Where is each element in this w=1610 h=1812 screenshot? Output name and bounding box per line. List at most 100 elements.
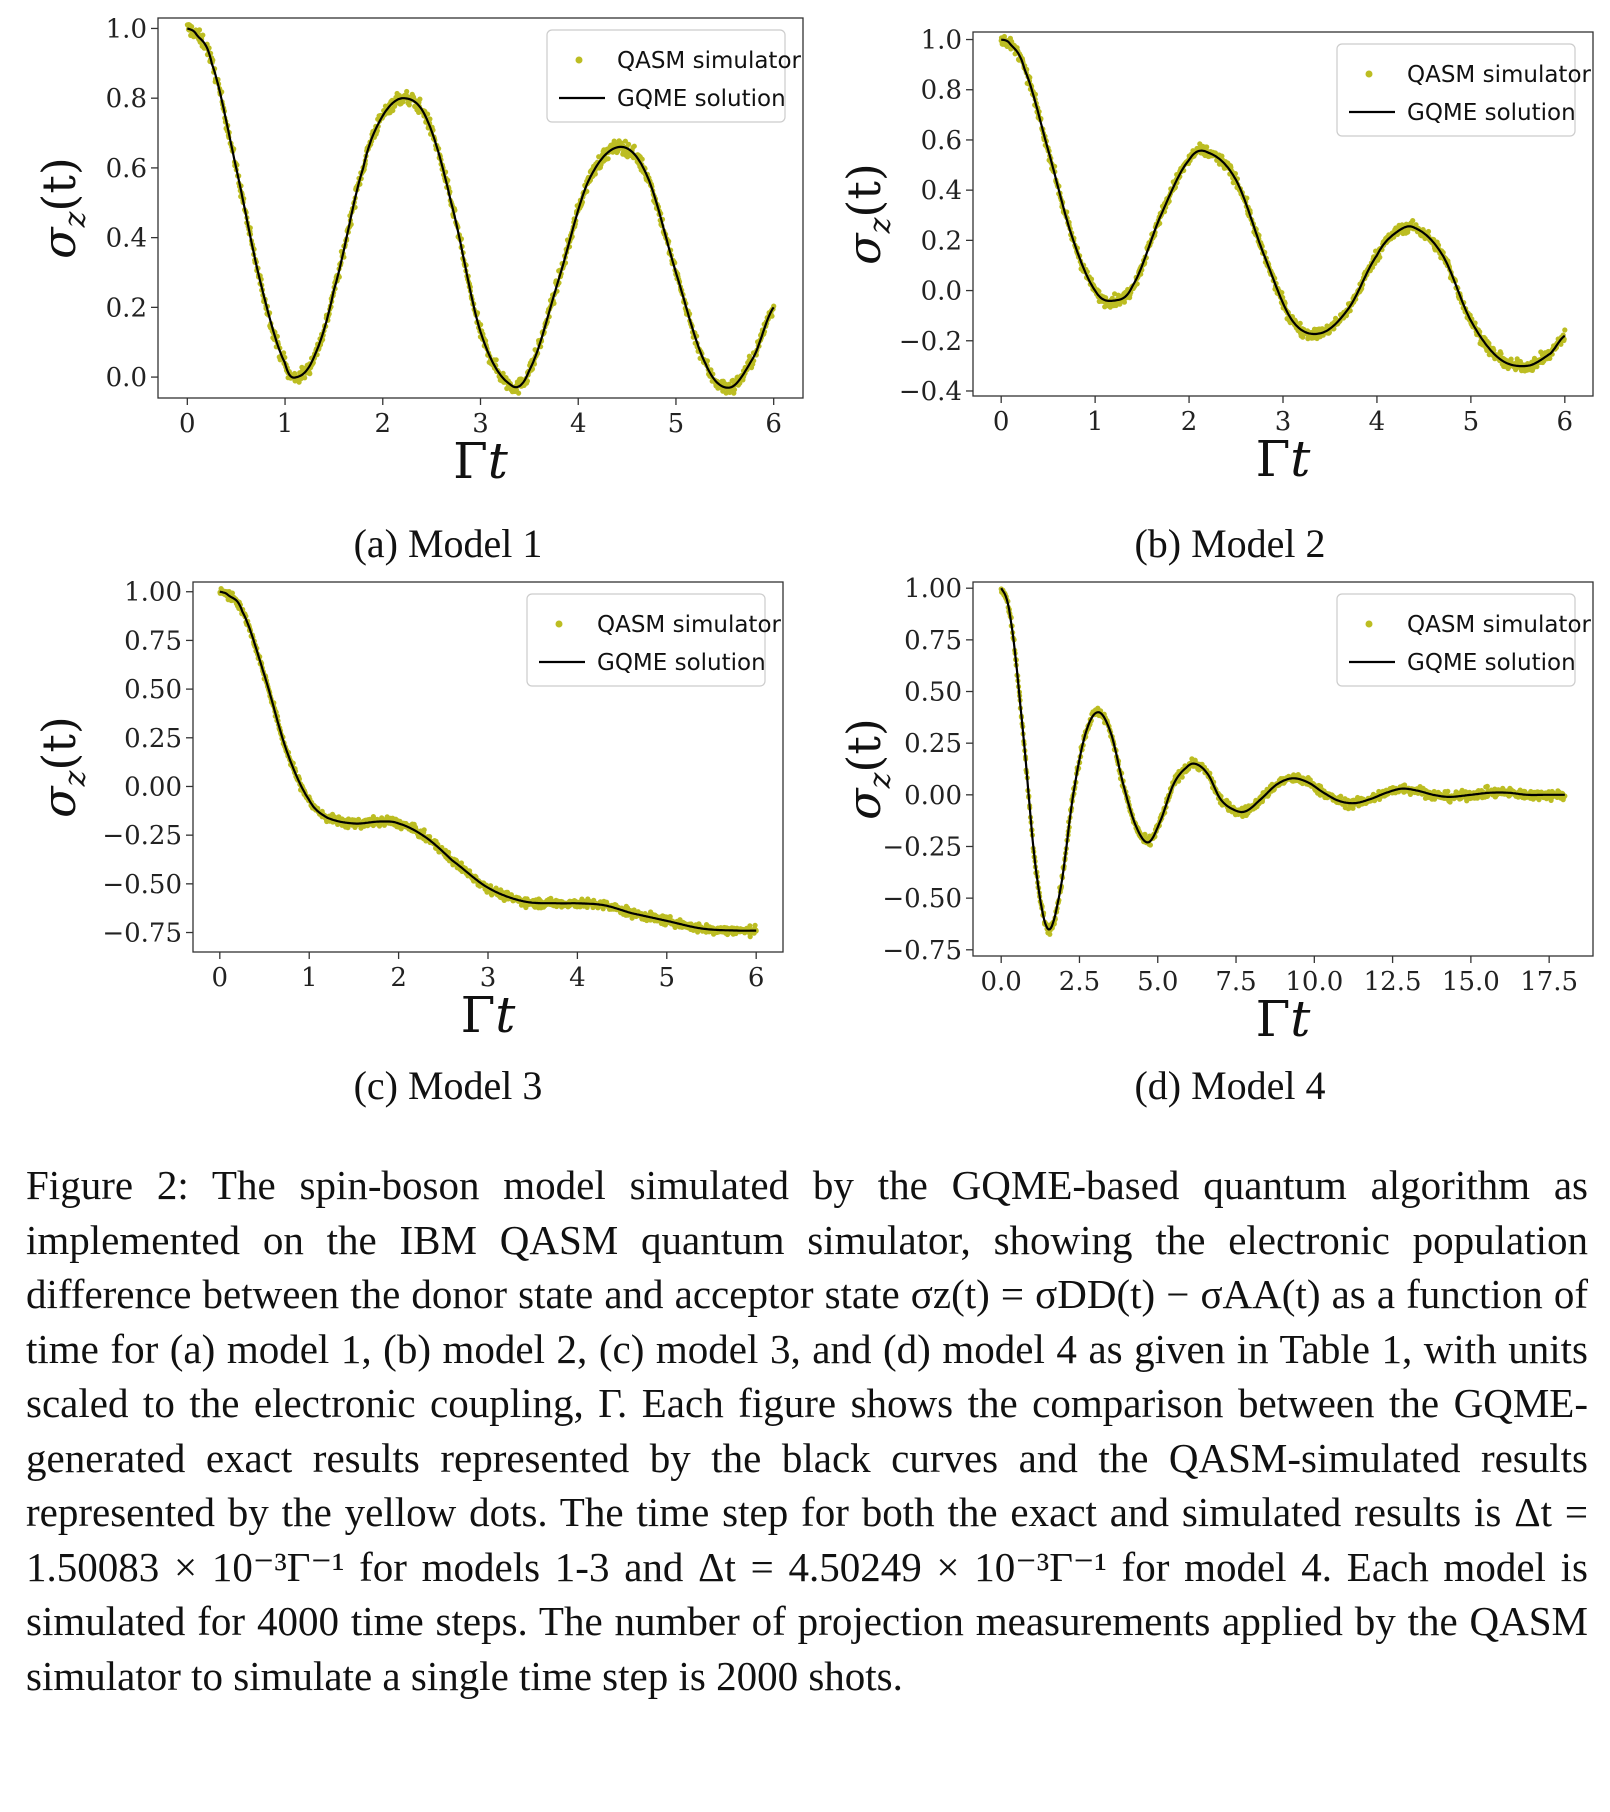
qasm-point (592, 171, 598, 177)
y-tick-label: −0.4 (899, 377, 962, 407)
qasm-point (404, 88, 410, 95)
y-axis-label: σz(t) (32, 157, 93, 259)
x-tick-label: 15.0 (1442, 967, 1500, 997)
qasm-point (189, 24, 195, 30)
x-axis-label-gamma: Γ (453, 432, 488, 490)
qasm-point (639, 156, 645, 162)
qasm-point (229, 590, 235, 596)
y-axis-label-sigma: σ (837, 232, 891, 265)
chart-model-2: 0 1 2 3 4 5 6 −0.4 −0.2 0.0 0.2 0.4 0.6 0.8 1.0 Γt σz(t)… (805, 0, 1610, 488)
x-tick-label: 0.0 (981, 967, 1022, 997)
gqme-line (1000, 587, 1565, 931)
qasm-point (752, 922, 758, 928)
x-tick-label: 6 (765, 409, 782, 439)
x-tick-label: 2.5 (1059, 967, 1100, 997)
x-tick-label: 3 (472, 409, 489, 439)
legend: QASM simulator GQME solution (546, 29, 802, 123)
y-tick-label: 1.0 (921, 26, 962, 56)
y-tick-label: 0.50 (124, 675, 182, 705)
plot-frame (972, 581, 1594, 957)
legend-qasm-label: QASM simulator (1407, 612, 1592, 638)
qasm-point (1338, 793, 1344, 799)
gqme-line (1000, 38, 1566, 368)
qasm-point (493, 885, 499, 891)
x-axis-label: Γt (453, 432, 509, 490)
qasm-point (1134, 281, 1140, 287)
x-tick-label: 0 (179, 409, 196, 439)
qasm-point (446, 849, 452, 855)
y-tick-label: 0.50 (904, 678, 962, 708)
qasm-point (421, 827, 427, 833)
x-tick-label: 6 (748, 963, 765, 993)
qasm-point (1147, 842, 1153, 848)
qasm-point (1204, 144, 1210, 150)
y-tick-label: −0.75 (882, 936, 962, 966)
y-axis-label-sigma: σ (837, 787, 891, 820)
y-tick-label: −0.2 (899, 327, 962, 357)
qasm-point (1279, 290, 1285, 296)
x-tick-label: 5 (1463, 407, 1480, 437)
y-tick-label: 0.8 (106, 84, 147, 114)
qasm-point (1047, 931, 1053, 937)
y-tick-label: 0.6 (921, 126, 962, 156)
qasm-point (747, 934, 753, 940)
y-axis-label-sigma: σ (32, 226, 86, 259)
qasm-point (307, 371, 313, 377)
qasm-point (1445, 788, 1451, 794)
subcaption-model-2: (b) Model 2 (1134, 521, 1326, 566)
y-tick-label: 0.00 (904, 781, 962, 811)
legend-qasm-marker (555, 620, 563, 628)
qasm-point (1142, 831, 1148, 837)
x-tick-label: 4 (1369, 407, 1386, 437)
y-tick-label: 1.00 (904, 574, 962, 604)
y-tick-label: −0.75 (102, 919, 182, 949)
qasm-point (355, 816, 362, 822)
y-tick-label: −0.25 (102, 821, 182, 851)
chart-model-3: 0 1 2 3 4 5 6 −0.75 −0.50 −0.25 0.00 0.25 0.50 0.75 1.… (0, 560, 805, 1044)
qasm-point (631, 143, 637, 149)
x-axis-label-gamma: Γ (1256, 990, 1291, 1048)
qasm-point (281, 350, 287, 356)
legend-qasm-label: QASM simulator (1407, 62, 1592, 88)
gqme-line (219, 590, 757, 932)
y-tick-label: 0.6 (106, 154, 147, 184)
chart-svg-model-2: 0 1 2 3 4 5 6−0.4−0.20.00.20.40.60.81.0Γtσz(t)… (837, 26, 1594, 488)
x-tick-label: 3 (1275, 407, 1292, 437)
qasm-point (605, 156, 611, 162)
y-tick-label: 0.2 (106, 293, 147, 323)
qasm-point (370, 814, 376, 820)
y-tick-label: 0.25 (904, 729, 962, 759)
y-tick-label: 0.75 (124, 626, 182, 656)
qasm-point (1425, 228, 1432, 235)
y-tick-label: 1.00 (124, 578, 182, 608)
subcaption-model-3: (c) Model 3 (353, 1063, 543, 1108)
y-tick-label: 0.00 (124, 772, 182, 802)
qasm-point (1179, 774, 1185, 780)
y-axis-label-sub: z (58, 770, 93, 787)
qasm-point (584, 904, 590, 910)
legend-qasm-label: QASM simulator (617, 48, 802, 74)
qasm-point (458, 860, 464, 866)
qasm-point (302, 375, 308, 381)
y-axis-label-sub: z (863, 217, 898, 234)
legend-gqme-label: GQME solution (617, 86, 786, 112)
qasm-point (1484, 783, 1490, 789)
y-tick-label: −0.50 (102, 870, 182, 900)
qasm-point (406, 102, 412, 108)
qasm-point (1121, 299, 1127, 305)
x-tick-label: 2 (1181, 407, 1198, 437)
x-tick-label: 17.5 (1520, 967, 1578, 997)
y-axis-label-sub: z (863, 772, 898, 789)
x-axis-label-t: t (495, 986, 516, 1044)
y-tick-label: 0.0 (921, 277, 962, 307)
qasm-point (1297, 320, 1303, 326)
qasm-point (427, 116, 433, 122)
x-axis-label-gamma: Γ (461, 986, 496, 1044)
y-axis-label-arg: (t) (837, 163, 891, 217)
subcaption-model-1: (a) Model 1 (353, 521, 543, 566)
y-axis-label-arg: (t) (32, 716, 86, 770)
chart-svg-model-3: 0 1 2 3 4 5 6−0.75−0.50−0.250.000.250.500.751.… (32, 578, 784, 1044)
qasm-point (667, 914, 673, 920)
x-axis-label: Γt (1256, 430, 1312, 488)
